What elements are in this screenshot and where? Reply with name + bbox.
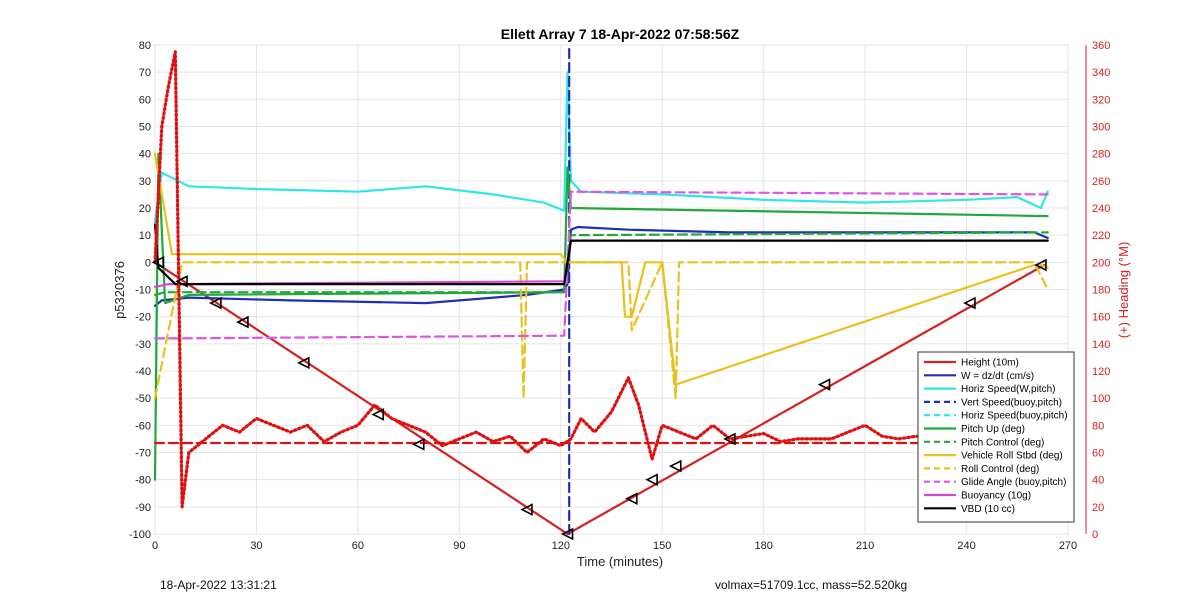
y-right-tick-label: 0: [1092, 529, 1098, 541]
height-marker: [520, 503, 533, 516]
footer-stats: volmax=51709.1cc, mass=52.520kg: [715, 578, 907, 592]
legend-label: W = dz/dt (cm/s): [961, 371, 1034, 382]
footer-timestamp: 18-Apr-2022 13:31:21: [160, 578, 277, 592]
x-axis-label: Time (minutes): [577, 554, 663, 569]
legend-label: VBD (10 cc): [961, 504, 1015, 515]
legend-label: Vehicle Roll Stbd (deg): [961, 451, 1063, 462]
legend-label: Height (10m): [961, 358, 1019, 369]
legend-label: Buoyancy (10g): [961, 491, 1031, 502]
height-marker: [963, 296, 976, 310]
series-line-8: [153, 261, 1049, 400]
height-marker: [411, 438, 425, 451]
x-tick-label: 0: [152, 540, 158, 552]
height-marker: [723, 432, 736, 446]
y-right-tick-label: 40: [1092, 475, 1104, 487]
series-line-9: [153, 190, 1049, 340]
x-axis-ticks: 0 30 60 90 120 150 180 210 240 270: [152, 540, 1077, 552]
series-line-0: [153, 261, 1046, 536]
y-tick-label: -100: [129, 529, 151, 541]
y-right-tick-label: 220: [1092, 230, 1110, 242]
y-right-tick-label: 100: [1092, 393, 1110, 405]
y-right-tick-label: 200: [1092, 257, 1110, 269]
legend-label: Vert Speed(buoy,pitch): [961, 397, 1062, 408]
y-right-tick-label: 320: [1092, 94, 1110, 106]
series-layer: [153, 43, 1049, 536]
legend-label: Glide Angle (buoy,pitch): [961, 477, 1066, 488]
series-line-12: [153, 50, 1046, 509]
legend-label: Pitch Up (deg): [961, 424, 1025, 435]
y-tick-label: -60: [135, 420, 151, 432]
height-marker: [817, 378, 831, 391]
y-right-tick-label: 240: [1092, 203, 1110, 215]
y-tick-label: 50: [139, 122, 151, 134]
y-axis-label: p5320376: [112, 261, 127, 319]
y-right-tick-label: 340: [1092, 67, 1110, 79]
x-tick-label: 150: [653, 540, 671, 552]
y-tick-label: 60: [139, 94, 151, 106]
y-right-tick-label: 80: [1092, 420, 1104, 432]
height-marker: [151, 256, 165, 269]
legend-box: [917, 351, 1075, 523]
series-line-7: [153, 152, 1049, 386]
legend-label: Horiz Speed(W,pitch): [961, 384, 1055, 395]
height-marker: [645, 473, 658, 486]
height-marker: [236, 315, 249, 329]
height-marker: [668, 459, 682, 473]
plot-area: [151, 43, 1069, 541]
series-line-6: [153, 231, 1049, 296]
y-tick-label: 20: [139, 203, 151, 215]
legend-label: Pitch Control (deg): [961, 437, 1044, 448]
y-tick-label: 70: [139, 67, 151, 79]
legend: Height (10m) W = dz/dt (cm/s) Horiz Speed(…: [917, 351, 1075, 523]
height-marker: [371, 408, 384, 421]
y-tick-label: 30: [139, 176, 151, 188]
y-right-tick-label: 20: [1092, 502, 1104, 514]
y-right-tick-label: 360: [1092, 40, 1110, 52]
x-tick-label: 60: [352, 540, 364, 552]
grid: [154, 44, 1069, 535]
series-line-2: [153, 71, 1049, 223]
y-tick-label: -80: [135, 475, 151, 487]
chart-title: Ellett Array 7 18-Apr-2022 07:58:56Z: [501, 26, 740, 42]
y-right-tick-label: 280: [1092, 149, 1110, 161]
height-markers: [151, 256, 1047, 541]
height-marker: [625, 492, 638, 505]
y-tick-label: 0: [145, 257, 151, 269]
y-axis-label-right: (+) Heading (°M): [1116, 242, 1131, 339]
y-right-tick-label: 120: [1092, 366, 1110, 378]
y-tick-label: -10: [135, 285, 151, 297]
x-tick-label: 270: [1059, 540, 1077, 552]
y-tick-label: -40: [135, 366, 151, 378]
y-tick-label: -20: [135, 312, 151, 324]
y-right-tick-label: 160: [1092, 312, 1110, 324]
height-marker: [296, 356, 310, 370]
y-tick-label: -50: [135, 393, 151, 405]
height-marker: [1034, 258, 1047, 272]
x-tick-label: 240: [957, 540, 975, 552]
x-tick-label: 90: [453, 540, 465, 552]
y-right-tick-label: 260: [1092, 176, 1110, 188]
right-axis-ticks: 3603403203002802602402202001801601401201…: [1085, 40, 1110, 541]
y-tick-label: -70: [135, 448, 151, 460]
y-tick-label: 10: [139, 230, 151, 242]
y-right-tick-label: 300: [1092, 122, 1110, 134]
y-tick-label: -30: [135, 339, 151, 351]
y-right-tick-label: 60: [1092, 448, 1104, 460]
height-marker: [560, 527, 574, 541]
height-marker: [209, 296, 222, 310]
legend-label: Roll Control (deg): [961, 464, 1039, 475]
y-tick-label: 40: [139, 149, 151, 161]
y-right-tick-label: 180: [1092, 285, 1110, 297]
x-tick-label: 30: [250, 540, 262, 552]
x-tick-label: 210: [856, 540, 874, 552]
height-marker: [175, 275, 188, 288]
legend-label: Horiz Speed(buoy,pitch): [961, 411, 1068, 422]
y-tick-label: 80: [139, 40, 151, 52]
y-tick-label: -90: [135, 502, 151, 514]
x-tick-label: 120: [552, 540, 570, 552]
left-axis-ticks: 80 70 60 50 40 30 20 10 0 -10 -20 -30 -40 -50 -60 -70 -8…: [129, 40, 151, 541]
x-tick-label: 180: [754, 540, 772, 552]
y-right-tick-label: 140: [1092, 339, 1110, 351]
